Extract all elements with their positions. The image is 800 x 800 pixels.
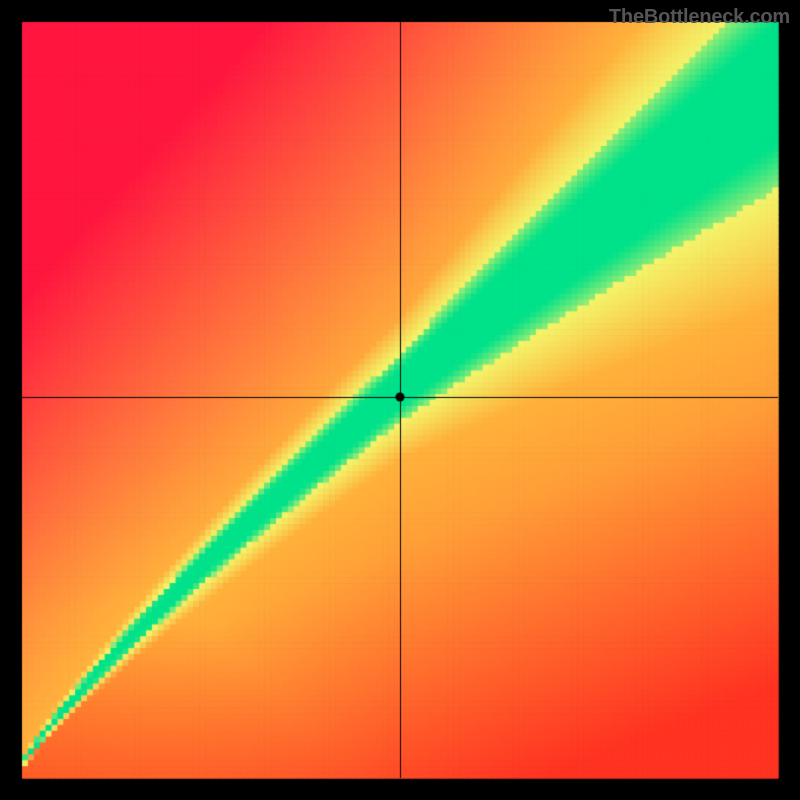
chart-container: { "chart": { "type": "heatmap", "width":…	[0, 0, 800, 800]
crosshair-overlay	[0, 0, 800, 800]
watermark-text: TheBottleneck.com	[609, 6, 790, 29]
